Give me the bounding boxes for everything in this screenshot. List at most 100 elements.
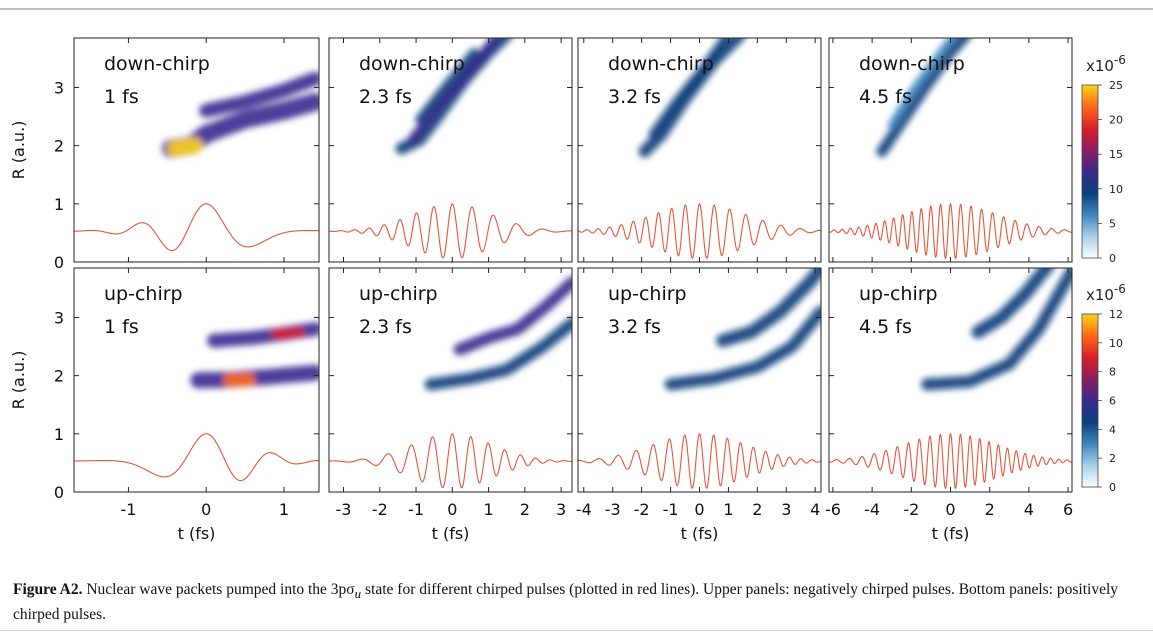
y-tick-label: 3 xyxy=(54,78,64,97)
x-tick-label: -3 xyxy=(336,500,352,519)
x-tick-label: -3 xyxy=(605,500,621,519)
panel-frame xyxy=(73,267,320,493)
x-tick-label: -2 xyxy=(372,500,388,519)
colorbar-tick-label: 12 xyxy=(1109,308,1123,321)
x-tick-label: 4 xyxy=(810,500,820,519)
colorbar-multiplier-exponent: -6 xyxy=(1114,53,1126,67)
density-group xyxy=(162,71,319,158)
duration-label: 4.5 fs xyxy=(859,316,912,338)
pulse-line xyxy=(578,433,821,489)
wavepacket-band xyxy=(271,327,305,339)
colorbar-tick-label: 5 xyxy=(1109,217,1116,230)
chirp-label: down-chirp xyxy=(608,53,714,75)
panel-top-2: down-chirp 2.3 fs xyxy=(328,37,573,263)
chirp-label: down-chirp xyxy=(359,53,465,75)
x-tick-label: -1 xyxy=(663,500,679,519)
caption-subscript: u xyxy=(354,586,362,602)
x-tick-label: 1 xyxy=(279,500,289,519)
density-group xyxy=(664,268,821,391)
chirp-label: up-chirp xyxy=(859,283,938,305)
bottom-rule xyxy=(0,630,1153,631)
panel-top-1: down-chirp 1 fs 0 1 2 3 xyxy=(54,37,320,272)
chirp-label: down-chirp xyxy=(859,53,965,75)
x-tick-label: -6 xyxy=(825,500,841,519)
figure-caption: Figure A2. Nuclear wave packets pumped i… xyxy=(13,579,1133,625)
y-tick-label: 0 xyxy=(54,253,64,272)
colorbar-tick-label: 20 xyxy=(1109,114,1123,127)
wavepacket-band xyxy=(415,48,479,124)
x-tick-label: -2 xyxy=(634,500,650,519)
colorbar-multiplier-exponent: -6 xyxy=(1114,282,1126,296)
colorbar-tick-label: 6 xyxy=(1109,395,1116,408)
pulse-line xyxy=(74,433,319,482)
chirp-label: up-chirp xyxy=(608,283,687,305)
x-tick-label: -1 xyxy=(120,500,136,519)
x-tick-label: 1 xyxy=(723,500,733,519)
colorbar-multiplier: x10-6 xyxy=(1086,53,1126,75)
x-tick-label: 0 xyxy=(201,500,211,519)
wavepacket-band xyxy=(223,373,256,387)
y-axis-label: R (a.u.) xyxy=(9,121,28,180)
wavepacket-band xyxy=(199,71,319,118)
colorbar-rect xyxy=(1081,313,1099,488)
density-group xyxy=(921,268,1072,391)
wavepacket-band xyxy=(648,38,730,139)
colorbar-tick-label: 10 xyxy=(1109,183,1123,196)
duration-label: 3.2 fs xyxy=(608,316,661,338)
colorbar-tick-label: 10 xyxy=(1109,337,1123,350)
pulse-line xyxy=(329,203,572,259)
x-axis-label: t (fs) xyxy=(681,524,719,543)
x-tick-label: 6 xyxy=(1063,500,1073,519)
wavepacket-band xyxy=(716,268,821,348)
y-tick-label: 2 xyxy=(54,137,64,156)
colorbar-tick-label: 0 xyxy=(1109,481,1116,494)
panel-frame xyxy=(73,37,320,263)
colorbar-bottom: 0 2 4 6 8 10 12 x10-6 xyxy=(1081,282,1126,494)
wavepacket-band xyxy=(876,38,971,157)
colorbar-multiplier: x10-6 xyxy=(1086,282,1126,304)
y-tick-label: 1 xyxy=(54,425,64,444)
x-tick-label: 2 xyxy=(520,500,530,519)
x-tick-label: 4 xyxy=(1024,500,1034,519)
panel-background xyxy=(829,38,1072,262)
pulse-line xyxy=(829,432,1072,490)
x-tick-label: 2 xyxy=(752,500,762,519)
panel-top-4: down-chirp 4.5 fs xyxy=(828,37,1073,263)
density-group xyxy=(190,322,319,389)
chirp-label: up-chirp xyxy=(104,283,183,305)
colorbar-tick-label: 0 xyxy=(1109,252,1116,265)
x-tick-label: 3 xyxy=(781,500,791,519)
density-group xyxy=(424,276,572,391)
duration-label: 4.5 fs xyxy=(859,86,912,108)
duration-label: 3.2 fs xyxy=(608,86,661,108)
panel-bottom-1: up-chirp 1 fs -1 0 1 0 1 2 3 t (fs) xyxy=(54,267,320,543)
density-group xyxy=(638,38,746,158)
x-tick-label: 1 xyxy=(483,500,493,519)
colorbar-multiplier-base: x10 xyxy=(1086,57,1114,75)
duration-label: 2.3 fs xyxy=(359,86,412,108)
wavepacket-band xyxy=(887,38,958,130)
x-axis-label: t (fs) xyxy=(932,524,970,543)
colorbar-multiplier-base: x10 xyxy=(1086,286,1114,304)
pulse-line xyxy=(74,203,319,252)
density-group xyxy=(395,38,512,155)
colorbar-tick-label: 15 xyxy=(1109,148,1123,161)
duration-label: 1 fs xyxy=(104,316,139,338)
y-axis-label: R (a.u.) xyxy=(9,351,28,410)
caption-text: Nuclear wave packets pumped into the 3pσ xyxy=(86,581,355,598)
colorbar-top: 0 5 10 15 20 25 x10-6 xyxy=(1081,53,1126,265)
y-tick-label: 1 xyxy=(54,195,64,214)
y-tick-label: 3 xyxy=(54,308,64,327)
wavepacket-band xyxy=(167,137,203,157)
wavepacket-band xyxy=(190,364,319,389)
x-tick-label: -1 xyxy=(408,500,424,519)
x-tick-label: 0 xyxy=(694,500,704,519)
pulse-line xyxy=(578,203,821,259)
panel-top-3: down-chirp 3.2 fs xyxy=(577,37,822,263)
x-tick-label: -4 xyxy=(576,500,592,519)
top-rule xyxy=(0,8,1153,10)
x-axis-label: t (fs) xyxy=(178,524,216,543)
colorbar-rect xyxy=(1081,84,1099,259)
